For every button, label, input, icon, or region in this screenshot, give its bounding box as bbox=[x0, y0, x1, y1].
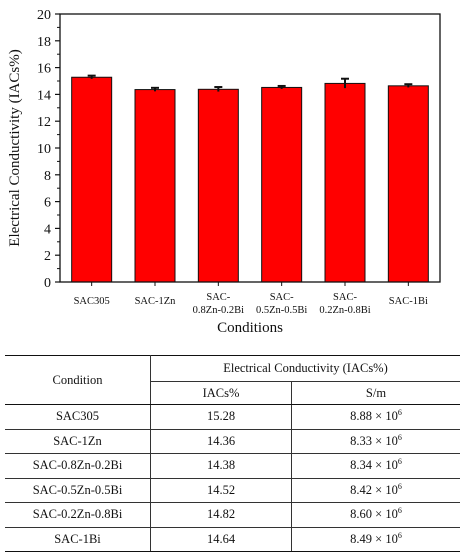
x-tick-label: SAC- bbox=[270, 292, 294, 303]
table-row: SAC-0.2Zn-0.8Bi 14.82 8.60 × 106 bbox=[5, 502, 460, 528]
sm-base: 8.42 × 10 bbox=[350, 482, 398, 497]
col-header-iacs: IACs% bbox=[150, 381, 292, 405]
x-tick-label: 0.2Zn-0.8Bi bbox=[319, 305, 370, 316]
cell-condition: SAC-1Zn bbox=[5, 429, 151, 454]
plot-frame bbox=[59, 13, 441, 283]
cell-iacs: 14.82 bbox=[150, 502, 292, 528]
x-tick-label: SAC- bbox=[206, 292, 230, 303]
y-tick-label: 16 bbox=[37, 62, 51, 77]
conductivity-table: Condition Electrical Conductivity (IACs%… bbox=[5, 355, 460, 552]
col-header-sm: S/m bbox=[291, 381, 460, 405]
sm-exponent: 6 bbox=[397, 408, 402, 418]
bar bbox=[197, 88, 239, 283]
cell-iacs: 14.36 bbox=[150, 429, 292, 454]
sm-base: 8.60 × 10 bbox=[350, 507, 398, 522]
y-tick-label: 0 bbox=[44, 276, 51, 291]
sm-exponent: 6 bbox=[397, 530, 402, 540]
sm-base: 8.49 × 10 bbox=[350, 531, 398, 546]
x-axis-tick-labels: SAC305 SAC-1Zn SAC- 0.8Zn-0.2Bi SAC- 0.5Zn-0.… bbox=[74, 282, 428, 316]
cell-condition: SAC-0.8Zn-0.2Bi bbox=[5, 453, 151, 479]
cell-sm: 8.60 × 106 bbox=[291, 502, 460, 528]
y-tick-label: 18 bbox=[37, 35, 51, 50]
sm-base: 8.34 × 10 bbox=[350, 458, 398, 473]
cell-iacs: 14.52 bbox=[150, 478, 292, 503]
table-body: SAC305 15.28 8.88 × 106 SAC-1Zn 14.36 8.33 × … bbox=[5, 404, 460, 552]
bar bbox=[134, 89, 176, 283]
y-axis-title: Electrical Conductivity (IACs%) bbox=[7, 49, 23, 246]
y-axis-ticks: 0 2 4 6 8 10 12 14 16 18 20 bbox=[37, 8, 60, 291]
table-row: SAC305 15.28 8.88 × 106 bbox=[5, 404, 460, 430]
cell-condition: SAC-0.5Zn-0.5Bi bbox=[5, 478, 151, 503]
y-tick-label: 14 bbox=[37, 88, 51, 103]
bar bbox=[387, 85, 429, 283]
x-tick-label: SAC305 bbox=[74, 296, 110, 307]
cell-iacs: 14.64 bbox=[150, 527, 292, 552]
sm-exponent: 6 bbox=[397, 481, 402, 491]
cell-sm: 8.33 × 106 bbox=[291, 429, 460, 454]
x-axis-title: Conditions bbox=[217, 320, 283, 336]
cell-sm: 8.49 × 106 bbox=[291, 527, 460, 552]
sm-exponent: 6 bbox=[397, 432, 402, 442]
table-row: SAC-1Bi 14.64 8.49 × 106 bbox=[5, 527, 460, 552]
x-tick-label: SAC-1Bi bbox=[389, 296, 428, 307]
bar-series bbox=[71, 74, 429, 283]
cell-sm: 8.34 × 106 bbox=[291, 453, 460, 479]
y-tick-label: 8 bbox=[44, 169, 51, 184]
sm-base: 8.88 × 10 bbox=[350, 409, 398, 424]
cell-iacs: 14.38 bbox=[150, 453, 292, 479]
x-tick-label: 0.8Zn-0.2Bi bbox=[193, 305, 244, 316]
y-tick-label: 10 bbox=[37, 142, 51, 157]
bar bbox=[324, 82, 366, 283]
x-tick-label: SAC-1Zn bbox=[135, 296, 177, 307]
bar bbox=[71, 76, 113, 283]
x-tick-label: SAC- bbox=[333, 292, 357, 303]
conductivity-table-container: Condition Electrical Conductivity (IACs%… bbox=[5, 355, 460, 552]
col-header-group: Electrical Conductivity (IACs%) bbox=[150, 355, 460, 382]
bar bbox=[261, 86, 303, 283]
sm-base: 8.33 × 10 bbox=[350, 433, 398, 448]
table-row: SAC-1Zn 14.36 8.33 × 106 bbox=[5, 429, 460, 454]
table-row: SAC-0.5Zn-0.5Bi 14.52 8.42 × 106 bbox=[5, 478, 460, 503]
x-tick-label: 0.5Zn-0.5Bi bbox=[256, 305, 307, 316]
y-tick-label: 2 bbox=[44, 249, 51, 264]
cell-condition: SAC-1Bi bbox=[5, 527, 151, 552]
y-tick-label: 20 bbox=[37, 8, 51, 23]
table-row: SAC-0.8Zn-0.2Bi 14.38 8.34 × 106 bbox=[5, 453, 460, 479]
cell-condition: SAC-0.2Zn-0.8Bi bbox=[5, 502, 151, 528]
y-tick-label: 4 bbox=[44, 222, 51, 237]
y-tick-label: 12 bbox=[37, 115, 51, 130]
sm-exponent: 6 bbox=[397, 457, 402, 467]
cell-condition: SAC305 bbox=[5, 404, 151, 430]
sm-exponent: 6 bbox=[397, 506, 402, 516]
col-header-condition: Condition bbox=[5, 355, 151, 405]
cell-sm: 8.42 × 106 bbox=[291, 478, 460, 503]
cell-sm: 8.88 × 106 bbox=[291, 404, 460, 430]
y-tick-label: 6 bbox=[44, 196, 51, 211]
conductivity-bar-chart: 0 2 4 6 8 10 12 14 16 18 20 SAC305 SAC-1Zn SAC- 0.8Zn… bbox=[7, 8, 441, 336]
cell-iacs: 15.28 bbox=[150, 404, 292, 430]
